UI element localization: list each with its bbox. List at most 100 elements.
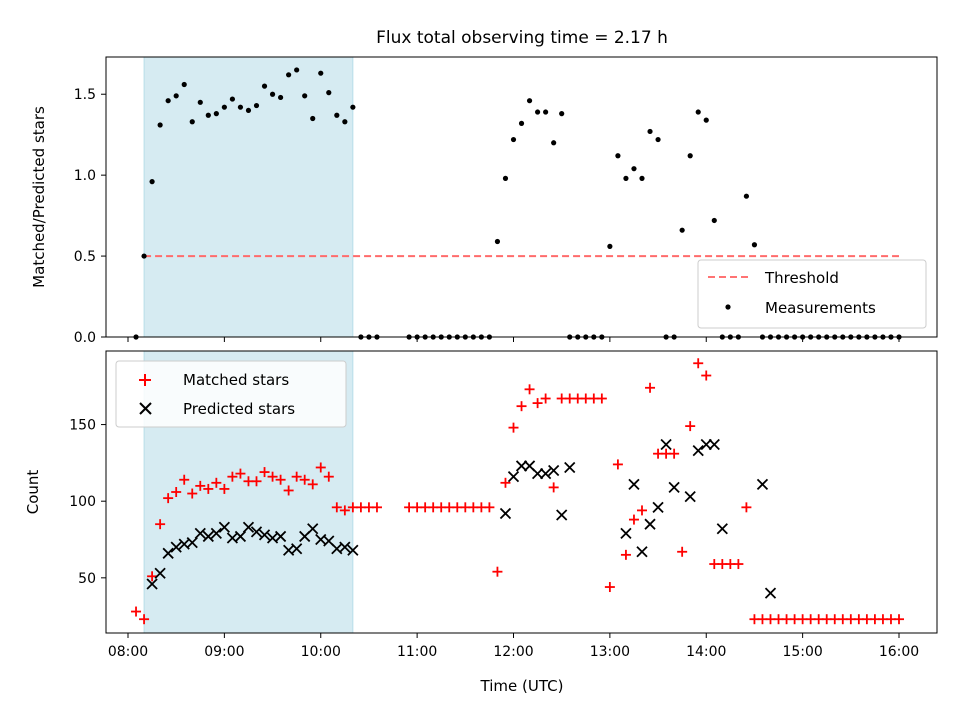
matched-star-point [131,606,142,617]
matched-star-point [187,488,198,499]
matched-star-point [733,559,744,570]
matched-star-point [251,476,262,487]
ratio-y-axis-label: Matched/Predicted stars [30,106,48,288]
predicted-star-point [660,438,672,451]
matched-star-point [524,384,535,395]
x-tick-label: 16:00 [879,644,919,660]
measurement-point [157,122,163,128]
predicted-star-point [202,530,214,543]
predicted-star-point [716,523,728,535]
predicted-star-point [708,438,720,451]
predicted-star-point [556,509,568,521]
matched-star-point [500,477,511,488]
predicted-star-point [234,530,247,543]
measurement-point [286,72,292,78]
measurement-point [205,112,211,118]
measurement-point [703,117,709,123]
measurement-point [494,238,501,245]
measurement-point [615,153,621,159]
predicted-star-point [548,464,560,477]
predicted-star-point [684,490,696,503]
measurement-point [189,119,195,125]
matched-star-point [677,546,688,557]
matched-star-point [315,462,326,473]
predicted-star-point [620,527,632,540]
predicted-star-point [162,547,174,559]
predicted-star-point [652,501,664,513]
legend-threshold-label: Threshold [764,269,839,287]
measurement-point [318,70,324,76]
ratio-highlight-span [143,56,354,338]
matched-star-point [203,483,214,494]
matched-star-point [291,471,302,482]
matched-star-point [155,519,166,530]
counts-legend-box [115,360,347,428]
predicted-star-point [539,467,552,480]
predicted-star-point [307,523,319,535]
legend-matched-label: Matched stars [183,371,289,389]
matched-star-point [211,477,222,488]
predicted-star-point [170,541,182,553]
counts-axes-frame [105,350,938,634]
y-tick-label: 150 [69,418,96,434]
measurement-point [213,111,219,117]
chart-title: Flux total observing time = 2.17 h [376,28,668,48]
legend-predicted-label: Predicted stars [183,400,295,418]
matched-star-point [484,502,495,513]
measurement-point [526,98,533,104]
predicted-star-point [499,507,512,520]
x-tick-label: 09:00 [204,644,244,660]
matched-star-point [323,471,334,482]
measurement-point [502,175,509,181]
y-tick-label: 0.5 [74,249,96,265]
matched-star-point [307,479,318,490]
measurement-point [711,217,717,224]
measurement-point [245,107,252,114]
measurement-point [302,93,308,99]
measurement-point [543,109,549,115]
matched-star-point [516,401,527,412]
legend-measurements-label: Measurements [765,299,876,317]
matched-star-point [894,614,904,625]
predicted-star-point [242,521,255,533]
predicted-star-point [347,544,359,556]
predicted-star-point [250,526,263,538]
matched-star-point [685,421,696,432]
measurement-point [518,120,525,126]
legend-matched-swatch [139,374,151,386]
matched-star-point [371,502,382,513]
matched-star-point [331,502,342,513]
matched-star-point [299,474,310,485]
matched-star-point [219,483,230,494]
y-tick-label: 100 [69,494,96,510]
measurement-point [639,175,645,181]
matched-star-point [339,505,350,516]
measurement-point [350,104,356,110]
measurement-point [631,166,637,172]
matched-star-point [283,485,294,496]
x-tick-label: 14:00 [686,644,726,660]
predicted-star-point [507,471,520,483]
measurement-point [229,96,236,102]
measurement-point [165,98,171,104]
measurement-point [261,83,268,89]
measurement-point [221,104,227,110]
measurement-point [647,128,653,135]
y-tick-label: 1.5 [74,87,96,103]
measurement-point [679,227,685,233]
matched-star-point [259,467,270,478]
measurement-point [607,243,613,249]
measurement-point [181,81,187,88]
matched-star-point [179,474,190,485]
matched-star-point [620,549,631,560]
matched-star-point [163,493,174,504]
matched-star-point [604,582,615,593]
measurement-point [269,91,276,97]
predicted-star-point [274,530,287,543]
predicted-star-point [186,536,198,549]
measurement-point [510,136,517,143]
measurement-point [326,90,332,96]
x-tick-label: 08:00 [108,644,148,660]
counts-y-axis-label: Count [24,470,42,515]
